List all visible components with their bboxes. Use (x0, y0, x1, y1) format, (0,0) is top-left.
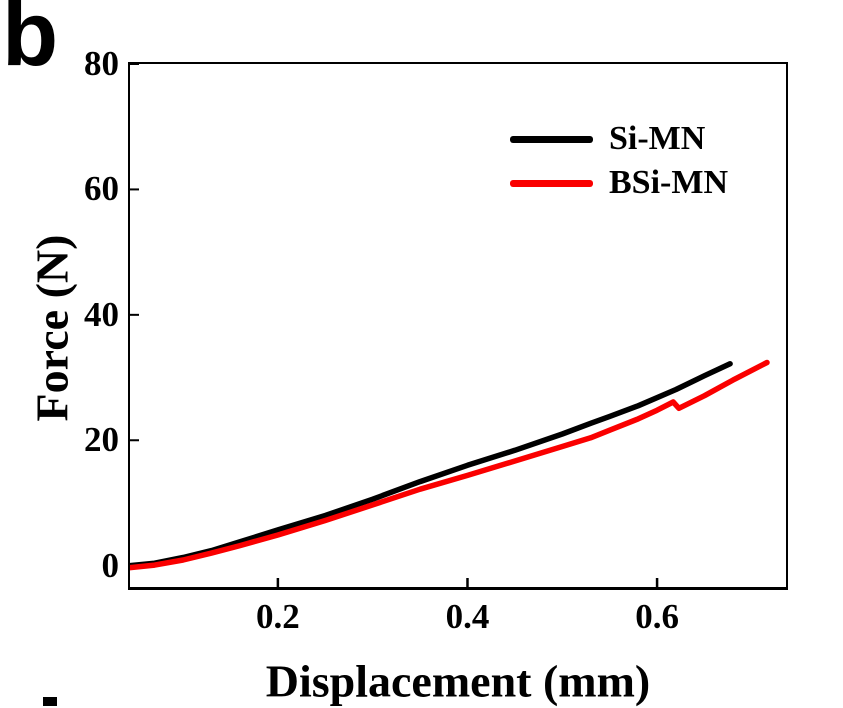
y-tick-label: 0 (101, 545, 120, 585)
legend-item-bsi-mn: BSi-MN (510, 161, 728, 205)
panel-label: b (2, 0, 59, 85)
curve-si-mn (130, 361, 733, 569)
x-axis-title: Displacement (mm) (265, 655, 651, 707)
x-tick-label: 0.4 (445, 597, 490, 636)
y-tick-label: 80 (84, 44, 119, 83)
x-tick-label: 0.2 (256, 597, 300, 636)
legend-line-swatch-bsi-mn (510, 179, 593, 187)
y-tick-label: 60 (84, 169, 119, 209)
legend-line-swatch-si-mn (510, 135, 593, 143)
plot-canvas (130, 64, 770, 587)
legend-item-si-mn: Si-MN (510, 117, 728, 161)
legend: Si-MN BSi-MN (510, 117, 728, 205)
cropped-next-panel-label-fragment (43, 697, 57, 706)
curve-bsi-mn (130, 359, 770, 571)
plot-frame (128, 62, 788, 590)
legend-label-bsi-mn: BSi-MN (609, 164, 728, 201)
x-tick-label: 0.6 (635, 597, 679, 636)
y-tick-label: 20 (84, 420, 119, 460)
y-tick-label: 40 (84, 294, 119, 334)
legend-label-si-mn: Si-MN (609, 120, 706, 157)
